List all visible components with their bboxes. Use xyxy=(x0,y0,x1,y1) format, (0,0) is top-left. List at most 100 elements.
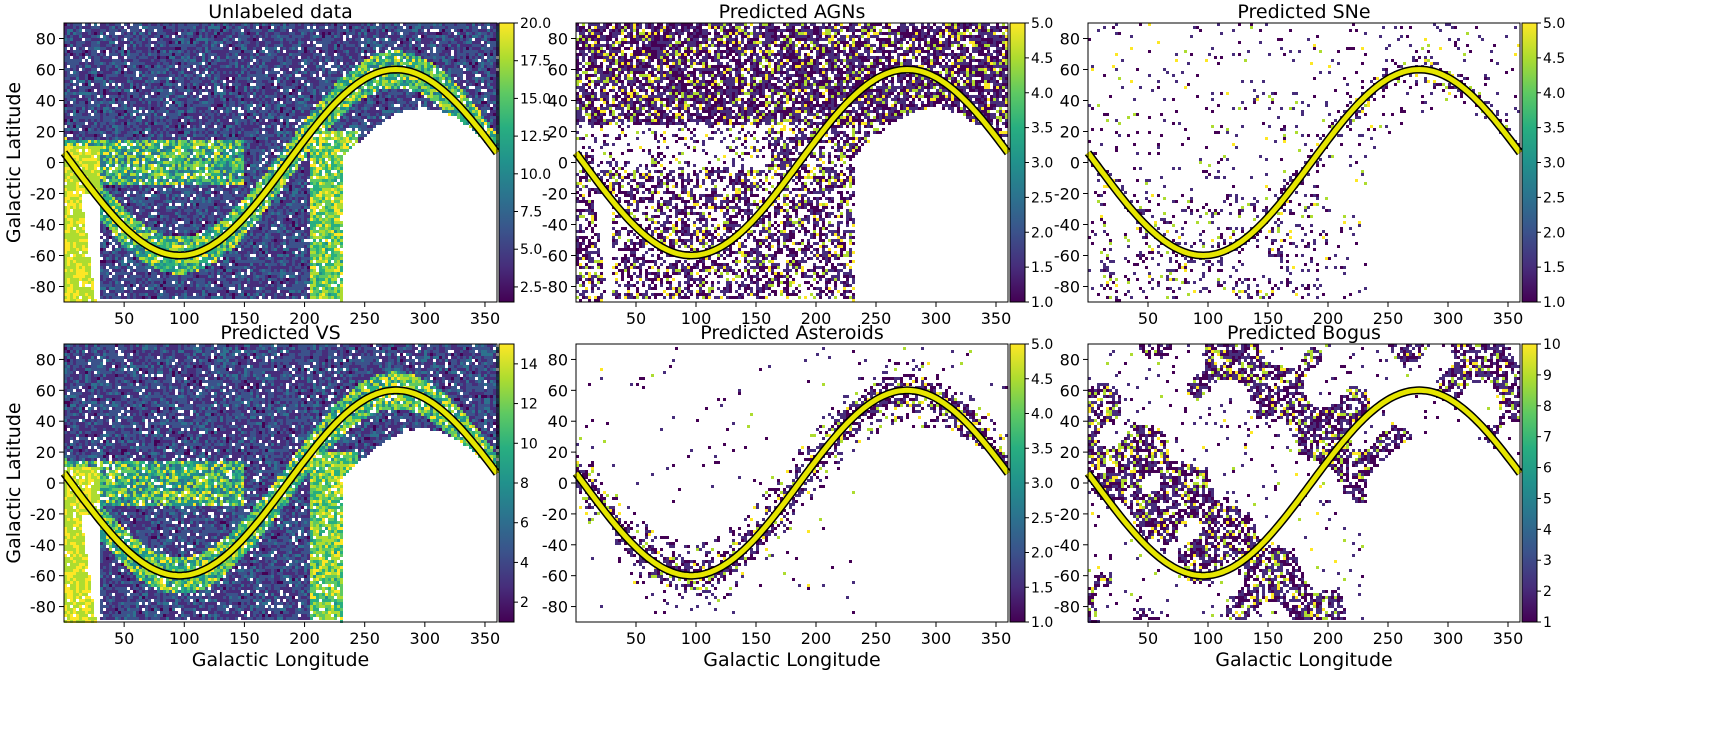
y-tick-label: -60 xyxy=(1054,247,1080,266)
y-tick-label: 0 xyxy=(46,474,56,493)
y-axis-label: Galactic Latitude xyxy=(3,402,25,563)
colorbar-gradient xyxy=(1010,23,1025,302)
x-tick-label: 250 xyxy=(349,309,380,328)
y-tick-label: -20 xyxy=(1054,185,1080,204)
y-tick-label: 60 xyxy=(36,381,56,400)
y-tick-label: 20 xyxy=(1060,443,1080,462)
panel-title: Predicted AGNs xyxy=(719,1,866,23)
y-tick-label: -40 xyxy=(30,216,56,235)
x-tick-label: 100 xyxy=(1193,309,1224,328)
x-tick-label: 350 xyxy=(470,309,501,328)
colorbar-tick-label: 1.5 xyxy=(1031,260,1053,276)
x-axis-label: Galactic Longitude xyxy=(1215,649,1392,671)
x-tick-label: 50 xyxy=(1138,309,1158,328)
colorbar-tick-label: 5 xyxy=(1543,491,1552,507)
colorbar-tick-label: 1.0 xyxy=(1543,295,1565,311)
panel-title: Unlabeled data xyxy=(208,1,353,23)
colorbar-tick-label: 3.5 xyxy=(1031,121,1053,137)
y-axis-label: Galactic Latitude xyxy=(3,82,25,243)
colorbar-tick-label: 2.0 xyxy=(1543,225,1565,241)
y-tick-label: -40 xyxy=(542,216,568,235)
x-tick-label: 300 xyxy=(1433,629,1464,648)
colorbar-tick-label: 2.5 xyxy=(1543,190,1565,206)
y-tick-label: -40 xyxy=(30,536,56,555)
y-tick-label: -20 xyxy=(30,185,56,204)
colorbar-tick-label: 5.0 xyxy=(1543,16,1565,32)
y-tick-label: 0 xyxy=(558,154,568,173)
colorbar-tick-label: 9 xyxy=(1543,368,1552,384)
x-tick-label: 50 xyxy=(626,629,646,648)
colorbar-tick-label: 4.5 xyxy=(1543,51,1565,67)
colorbar-tick-label: 2 xyxy=(1543,584,1552,600)
colorbar-tick-label: 1.0 xyxy=(1031,615,1053,631)
colorbar: 1.01.52.02.53.03.54.04.55.0 xyxy=(1010,16,1053,311)
x-tick-label: 300 xyxy=(921,629,952,648)
colorbar-gradient xyxy=(1522,23,1537,302)
y-tick-label: -20 xyxy=(30,505,56,524)
colorbar-tick-label: 2.5 xyxy=(1031,511,1053,527)
y-tick-label: 60 xyxy=(1060,61,1080,80)
y-tick-label: -80 xyxy=(1054,598,1080,617)
colorbar-tick-label: 14 xyxy=(520,357,538,373)
colorbar-tick-label: 1.5 xyxy=(1543,260,1565,276)
colorbar-tick-label: 10 xyxy=(1543,337,1561,353)
y-tick-label: -60 xyxy=(542,567,568,586)
colorbar-tick-label: 3.0 xyxy=(1031,476,1053,492)
heatmap-cells xyxy=(1088,344,1520,623)
colorbar-tick-label: 1.5 xyxy=(1031,580,1053,596)
x-axis-label: Galactic Longitude xyxy=(192,649,369,671)
y-tick-label: 80 xyxy=(548,30,568,49)
y-tick-label: -20 xyxy=(542,505,568,524)
y-tick-label: 40 xyxy=(548,412,568,431)
x-tick-label: 50 xyxy=(114,629,134,648)
y-tick-label: 40 xyxy=(1060,92,1080,111)
y-tick-label: -80 xyxy=(542,598,568,617)
colorbar-tick-label: 3.5 xyxy=(1543,121,1565,137)
y-tick-label: 20 xyxy=(36,123,56,142)
colorbar-tick-label: 3.0 xyxy=(1031,156,1053,172)
x-tick-label: 50 xyxy=(626,309,646,328)
y-tick-label: -20 xyxy=(1054,505,1080,524)
colorbar-tick-label: 5.0 xyxy=(1031,16,1053,32)
colorbar-tick-label: 3 xyxy=(1543,553,1552,569)
y-tick-label: 0 xyxy=(46,154,56,173)
colorbar-gradient xyxy=(499,344,514,622)
x-tick-label: 300 xyxy=(410,309,441,328)
y-tick-label: 0 xyxy=(558,474,568,493)
y-tick-label: 60 xyxy=(1060,381,1080,400)
x-tick-label: 200 xyxy=(1313,629,1344,648)
colorbar-tick-label: 4 xyxy=(520,555,529,571)
colorbar-tick-label: 2.0 xyxy=(1031,225,1053,241)
y-tick-label: -20 xyxy=(542,185,568,204)
colorbar-tick-label: 2.5 xyxy=(520,280,542,296)
y-tick-label: 20 xyxy=(548,123,568,142)
colorbar-tick-label: 3.0 xyxy=(1543,156,1565,172)
colorbar: 1.01.52.02.53.03.54.04.55.0 xyxy=(1010,337,1053,631)
colorbar-tick-label: 6 xyxy=(1543,461,1552,477)
colorbar-tick-label: 10 xyxy=(520,436,538,452)
y-tick-label: 60 xyxy=(548,61,568,80)
colorbar-tick-label: 4.0 xyxy=(1031,407,1053,423)
y-tick-label: 80 xyxy=(1060,30,1080,49)
y-tick-label: -80 xyxy=(30,598,56,617)
y-tick-label: 40 xyxy=(36,412,56,431)
colorbar-tick-label: 7.5 xyxy=(520,205,542,221)
heatmap-cells xyxy=(1088,23,1520,302)
colorbar-gradient xyxy=(1010,344,1025,622)
x-tick-label: 50 xyxy=(114,309,134,328)
colorbar-tick-label: 4 xyxy=(1543,522,1552,538)
y-tick-label: 40 xyxy=(548,92,568,111)
x-tick-label: 200 xyxy=(801,629,832,648)
x-tick-label: 350 xyxy=(1493,309,1524,328)
colorbar-tick-label: 6 xyxy=(520,516,529,532)
x-tick-label: 100 xyxy=(169,629,200,648)
y-tick-label: 60 xyxy=(36,61,56,80)
